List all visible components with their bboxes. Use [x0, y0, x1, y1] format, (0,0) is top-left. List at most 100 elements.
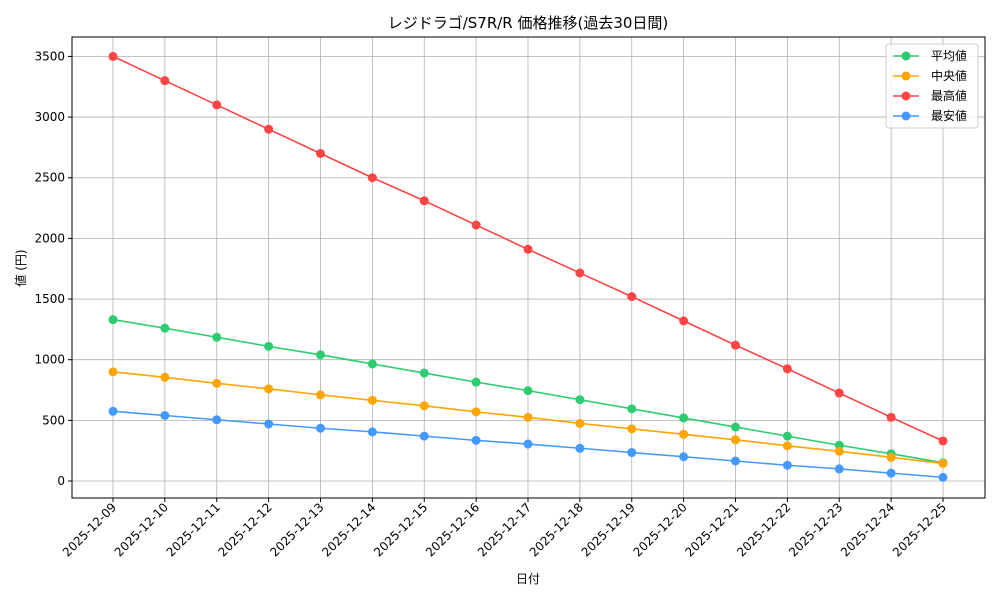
y-tick-label: 0	[57, 474, 65, 488]
y-tick-label: 2500	[34, 171, 65, 185]
data-point	[782, 441, 792, 451]
x-tick-label: 2025-12-18	[527, 500, 586, 559]
chart-title: レジドラゴ/S7R/R 価格推移(過去30日間)	[388, 14, 669, 32]
data-point	[627, 424, 637, 434]
legend-label: 中央値	[931, 68, 967, 83]
legend-marker	[901, 91, 911, 101]
grid	[72, 37, 985, 498]
data-point	[886, 412, 896, 422]
legend-marker	[901, 111, 911, 121]
data-point	[627, 404, 637, 414]
legend-label: 最高値	[931, 88, 967, 103]
data-point	[679, 413, 689, 423]
data-point	[679, 452, 689, 462]
x-tick-label: 2025-12-12	[216, 500, 275, 559]
legend-marker	[901, 51, 911, 61]
data-point	[419, 368, 429, 378]
data-point	[419, 431, 429, 441]
data-point	[160, 411, 170, 421]
data-point	[523, 412, 533, 422]
data-point	[160, 372, 170, 382]
data-point	[367, 395, 377, 405]
data-point	[627, 292, 637, 302]
data-point	[575, 443, 585, 453]
data-point	[886, 468, 896, 478]
data-point	[834, 446, 844, 456]
data-point	[316, 350, 325, 360]
data-point	[367, 173, 377, 183]
legend-label: 平均値	[931, 48, 967, 63]
x-tick-label: 2025-12-21	[682, 500, 741, 559]
data-point	[575, 418, 585, 428]
data-point	[782, 431, 792, 441]
axis-ticks: 05001000150020002500300035002025-12-0920…	[34, 49, 949, 559]
data-point	[471, 377, 481, 387]
data-point	[212, 415, 222, 425]
data-point	[471, 407, 481, 417]
data-point	[316, 423, 325, 433]
x-tick-label: 2025-12-13	[267, 500, 326, 559]
data-point	[731, 435, 740, 445]
data-point	[316, 148, 325, 158]
series-3	[108, 406, 948, 482]
data-point	[367, 359, 377, 369]
data-point	[627, 448, 637, 458]
data-point	[782, 364, 792, 374]
y-tick-label: 2000	[34, 231, 65, 245]
y-axis-label: 値 (円)	[13, 249, 28, 286]
data-point	[419, 196, 429, 206]
data-point	[264, 419, 274, 429]
data-point	[108, 315, 118, 325]
x-tick-label: 2025-12-22	[734, 500, 793, 559]
data-point	[575, 395, 585, 405]
series-2	[108, 51, 948, 446]
data-point	[316, 390, 325, 400]
data-point	[731, 340, 740, 350]
data-point	[108, 51, 118, 61]
data-point	[938, 436, 948, 446]
x-tick-label: 2025-12-09	[60, 500, 119, 559]
data-point	[679, 429, 689, 439]
series-1	[108, 367, 948, 468]
x-tick-label: 2025-12-24	[838, 500, 897, 559]
x-tick-label: 2025-12-15	[371, 500, 430, 559]
x-tick-label: 2025-12-23	[786, 500, 845, 559]
y-tick-label: 3000	[34, 110, 65, 124]
data-point	[575, 268, 585, 278]
data-point	[160, 323, 170, 333]
x-tick-label: 2025-12-25	[890, 500, 949, 559]
y-tick-label: 1000	[34, 353, 65, 367]
data-point	[834, 464, 844, 474]
data-point	[834, 388, 844, 398]
y-tick-label: 3500	[34, 49, 65, 63]
data-point	[212, 332, 222, 342]
series	[108, 51, 948, 482]
data-point	[108, 367, 118, 377]
data-point	[471, 220, 481, 230]
x-tick-label: 2025-12-14	[319, 500, 378, 559]
data-point	[523, 439, 533, 449]
x-tick-label: 2025-12-17	[475, 500, 534, 559]
data-point	[212, 378, 222, 388]
data-point	[212, 100, 222, 110]
data-point	[782, 460, 792, 470]
legend-label: 最安値	[931, 108, 967, 123]
plot-frame	[71, 36, 986, 499]
data-point	[886, 452, 896, 462]
data-point	[679, 316, 689, 326]
x-axis-label: 日付	[516, 572, 540, 586]
data-point	[367, 427, 377, 437]
data-point	[731, 422, 740, 432]
legend-marker	[901, 71, 911, 81]
x-tick-label: 2025-12-10	[112, 500, 171, 559]
data-point	[264, 384, 274, 394]
data-point	[264, 341, 274, 351]
data-point	[523, 386, 533, 396]
y-tick-label: 500	[42, 413, 65, 427]
data-point	[471, 435, 481, 445]
data-point	[523, 244, 533, 254]
data-point	[731, 456, 740, 466]
data-point	[160, 76, 170, 86]
